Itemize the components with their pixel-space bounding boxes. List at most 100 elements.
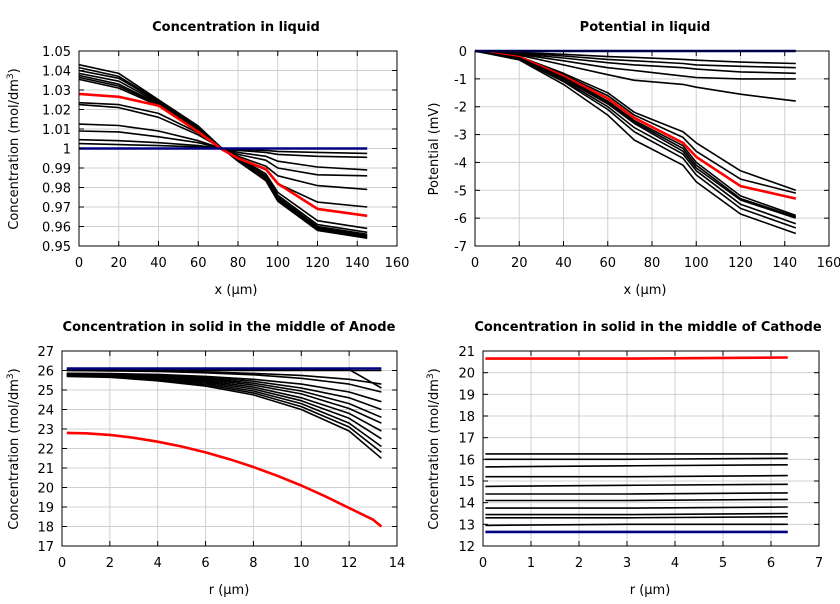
y-tick-label: -6 (454, 212, 467, 227)
y-axis-label-text: Concentration (mol/dm (7, 79, 22, 230)
series-line-curve-13 (474, 50, 797, 235)
x-tick-label: 8 (249, 556, 257, 571)
y-tick-label: 22 (37, 443, 54, 458)
x-tick-label: 160 (385, 256, 410, 271)
series-line-curve-7 (485, 498, 788, 502)
y-tick-label: 13 (458, 518, 475, 533)
x-tick-label: 6 (767, 556, 775, 571)
series-line-curve-11 (485, 523, 788, 527)
plot-area: 0 20 40 60 80 100 120 140 160 0.95 0.96 0.97 0.98 0.9… (42, 45, 409, 271)
y-axis-label: Concentration (mol/dm3) (6, 68, 22, 230)
x-tick-label: 100 (265, 256, 290, 271)
x-tick-label: 120 (305, 256, 330, 271)
y-axis-label-tail: ) (427, 368, 442, 373)
x-tick-label: 0 (75, 256, 83, 271)
x-tick-label: 80 (230, 256, 247, 271)
y-axis-label-tail: ) (7, 68, 22, 73)
x-tick-label: 60 (190, 256, 207, 271)
x-tick-label: 60 (599, 256, 616, 271)
y-tick-label: -4 (454, 156, 467, 171)
y-axis-label-text: Potential (mV) (427, 103, 442, 196)
series-line-curve-10 (485, 516, 788, 519)
y-tick-label: 21 (37, 462, 54, 477)
y-tick-label: 20 (458, 367, 475, 382)
y-axis-label: Concentration (mol/dm3) (426, 368, 442, 530)
y-tick-label: 0.95 (42, 240, 71, 255)
x-tick-label: 4 (154, 556, 162, 571)
y-tick-label: 17 (37, 540, 54, 555)
y-axis-label-text: Concentration (mol/dm (427, 379, 442, 530)
x-tick-label: 140 (345, 256, 370, 271)
series-line-curve-5 (78, 103, 368, 191)
y-tick-label: 0.99 (42, 162, 71, 177)
y-axis-label-tail: ) (7, 368, 22, 373)
y-tick-label: 17 (458, 432, 475, 447)
chart-title: Concentration in liquid (152, 20, 320, 35)
series-line-curve-2 (485, 457, 788, 461)
series-line-curve-3 (78, 130, 368, 171)
y-tick-label: 14 (458, 497, 475, 512)
x-tick-label: 2 (106, 556, 114, 571)
x-tick-label: 40 (150, 256, 167, 271)
x-tick-label: 3 (623, 556, 631, 571)
x-tick-label: 40 (555, 256, 572, 271)
chart-title: Concentration in solid in the middle of … (474, 320, 822, 335)
series-line-curve-9 (485, 512, 788, 516)
y-tick-label: 0.98 (42, 182, 71, 197)
y-tick-label: 21 (458, 345, 475, 360)
y-tick-label: 1.05 (42, 45, 71, 60)
x-tick-label: 0 (479, 556, 487, 571)
y-tick-label: 20 (37, 482, 54, 497)
series-line-curve-4 (66, 373, 382, 424)
x-tick-label: 0 (58, 556, 66, 571)
plot-frame (482, 350, 820, 547)
x-tick-label: 20 (110, 256, 127, 271)
series-line-curve-12 (474, 50, 797, 229)
y-tick-label: 1.02 (42, 104, 71, 119)
plot-area: 0 20 40 60 80 100 120 140 160 0 -1 -2 -3 -4 -5 -6 -7 (454, 45, 840, 271)
y-tick-label: 1.01 (42, 123, 71, 138)
x-tick-label: 100 (684, 256, 709, 271)
y-tick-label: 0.97 (42, 201, 71, 216)
y-tick-label: -2 (454, 101, 467, 116)
y-tick-label: 0 (459, 45, 467, 60)
y-tick-label: 15 (458, 475, 475, 490)
y-axis-label-superscript: 3 (6, 373, 16, 379)
series-line-curve-11 (78, 69, 368, 238)
x-tick-label: 4 (671, 556, 679, 571)
chart-liquid-concentration: Concentration in liquid x (µm) Concentra… (6, 20, 409, 298)
y-tick-label: 23 (37, 423, 54, 438)
y-axis-label: Concentration (mol/dm3) (6, 368, 22, 530)
y-tick-label: 24 (37, 404, 54, 419)
chart-cathode-solid-concentration: Concentration in solid in the middle of … (426, 320, 823, 598)
y-tick-label: 12 (458, 540, 475, 555)
y-axis-label-text: Concentration (mol/dm (7, 379, 22, 530)
x-tick-label: 0 (471, 256, 479, 271)
x-axis-label: r (µm) (209, 583, 250, 598)
y-axis-label-superscript: 3 (6, 73, 16, 79)
y-tick-label: -3 (454, 129, 467, 144)
x-tick-label: 160 (817, 256, 840, 271)
x-tick-label: 14 (389, 556, 406, 571)
y-tick-label: 0.96 (42, 221, 71, 236)
series-line-curve-9 (474, 50, 797, 218)
x-tick-label: 12 (341, 556, 358, 571)
x-axis-label: x (µm) (215, 283, 258, 298)
y-tick-label: 1.03 (42, 84, 71, 99)
chart-anode-solid-concentration: Concentration in solid in the middle of … (6, 320, 405, 598)
x-tick-label: 10 (293, 556, 310, 571)
y-tick-label: -1 (454, 73, 467, 88)
series-line-curve-5 (485, 483, 788, 488)
series-line-curve-4 (78, 123, 368, 177)
series-line-red (474, 49, 797, 200)
chart-title: Potential in liquid (580, 20, 711, 35)
y-tick-label: -7 (454, 240, 467, 255)
series-line-red (66, 431, 383, 528)
x-axis-label: r (µm) (630, 583, 671, 598)
x-tick-label: 7 (815, 556, 823, 571)
x-tick-label: 20 (511, 256, 528, 271)
x-tick-label: 120 (728, 256, 753, 271)
